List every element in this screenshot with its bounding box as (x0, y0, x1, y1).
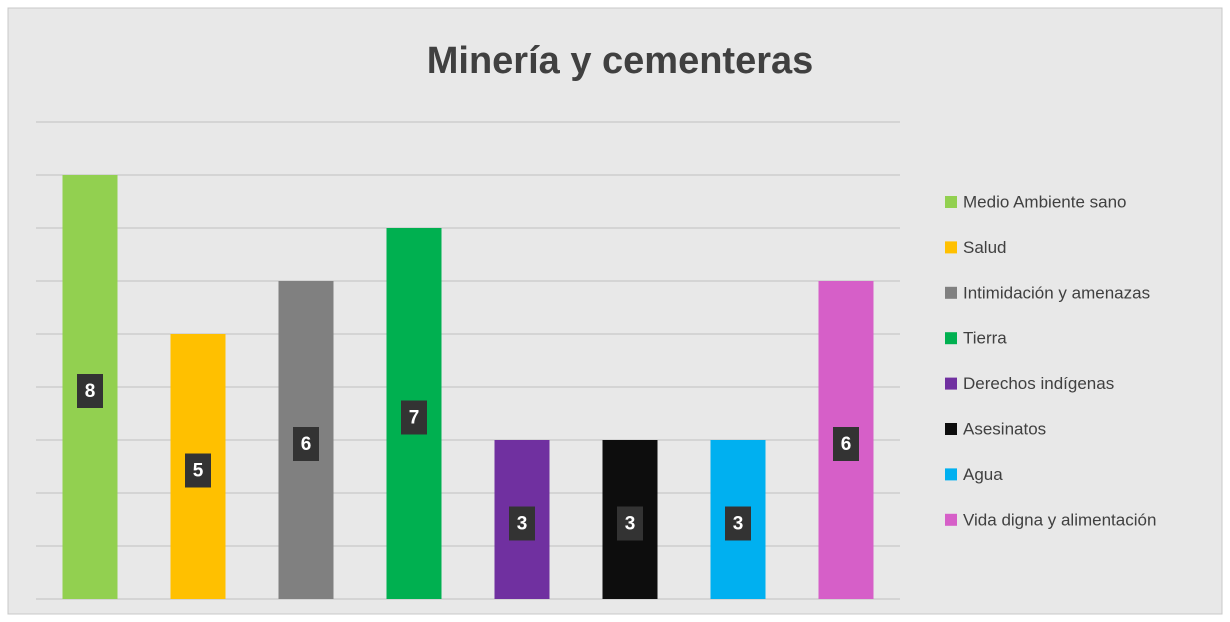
legend-label: Tierra (963, 329, 1007, 348)
data-label-box (617, 506, 643, 541)
data-label-box (401, 400, 427, 435)
legend-swatch (945, 241, 957, 254)
data-label-box (77, 374, 103, 408)
data-label-box (833, 427, 859, 461)
data-label: 3 (517, 514, 528, 535)
data-label-box (509, 506, 535, 541)
data-label-box (293, 427, 319, 461)
legend-swatch (945, 196, 957, 208)
legend-swatch (945, 286, 957, 299)
legend-label: Vida digna y alimentación (963, 510, 1156, 529)
legend-swatch (945, 513, 957, 526)
legend-swatch (945, 468, 957, 481)
legend-label: Derechos indígenas (963, 374, 1114, 393)
data-label-box (185, 453, 211, 488)
legend-label: Salud (963, 238, 1006, 257)
data-label: 3 (733, 514, 744, 535)
data-label: 5 (193, 461, 204, 482)
legend-label: Agua (963, 465, 1003, 484)
legend-swatch (945, 423, 957, 435)
data-label: 8 (85, 381, 96, 402)
chart-title: Minería y cementeras (427, 40, 814, 82)
data-label-box (725, 506, 751, 541)
data-label: 6 (841, 434, 852, 455)
legend-label: Intimidación y amenazas (963, 283, 1150, 302)
data-label: 7 (409, 408, 420, 429)
data-label: 6 (301, 434, 312, 455)
legend-swatch (945, 377, 957, 390)
legend-swatch (945, 332, 957, 345)
legend-label: Asesinatos (963, 419, 1046, 438)
legend-label: Medio Ambiente sano (963, 192, 1127, 211)
data-label: 3 (625, 514, 636, 535)
